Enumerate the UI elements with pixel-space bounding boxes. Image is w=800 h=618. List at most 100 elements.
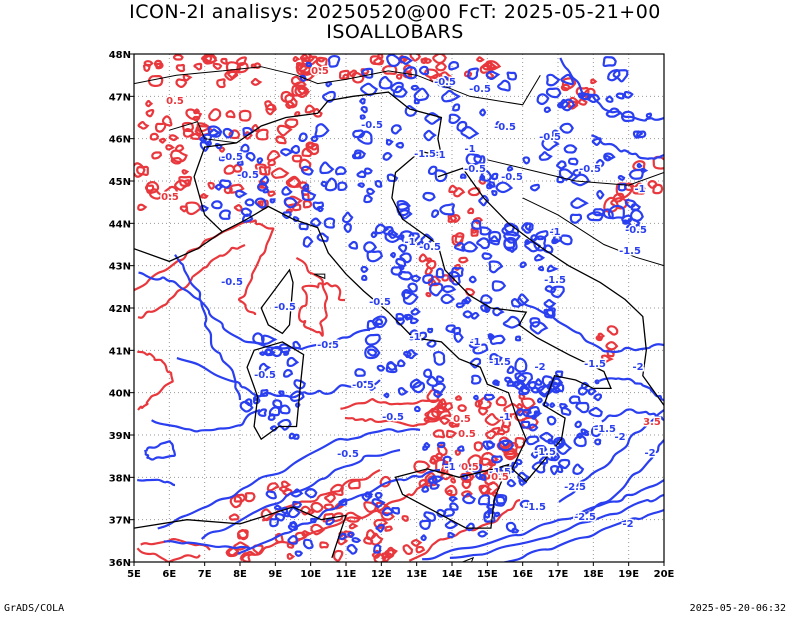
positive-contour (300, 70, 315, 82)
positive-contour (266, 482, 280, 492)
positive-contour (439, 416, 451, 425)
negative-contour (539, 431, 554, 443)
negative-contour (528, 423, 539, 432)
negative-contour (489, 334, 506, 345)
negative-contour (265, 490, 277, 500)
positive-contour (223, 164, 236, 175)
negative-contour (431, 209, 440, 218)
negative-contour (434, 169, 448, 183)
negative-contour (431, 382, 447, 394)
negative-contour (533, 235, 547, 252)
lon-tick-label: 8E (233, 569, 247, 580)
positive-contour (495, 395, 507, 407)
coastline-segment (522, 197, 664, 267)
coastline-segment (314, 273, 326, 280)
negative-contour (534, 253, 546, 262)
contour-label: -1 (549, 227, 560, 238)
negative-contour (501, 224, 520, 237)
negative-contour (302, 538, 314, 550)
negative-contour (501, 439, 510, 447)
negative-contour (550, 453, 558, 460)
negative-contour (536, 397, 543, 404)
negative-contour (554, 438, 564, 446)
coastline-segment (222, 150, 612, 483)
negative-contour (645, 112, 653, 119)
negative-contour (360, 265, 369, 273)
negative-contour (290, 144, 301, 155)
negative-contour (310, 217, 322, 228)
lat-tick-label: 47N (109, 92, 131, 103)
negative-contour (503, 236, 518, 252)
contour-label: 3.5 (643, 417, 661, 428)
negative-contour (385, 138, 394, 146)
contour-label: 0.5 (161, 192, 179, 203)
negative-contour (436, 508, 447, 518)
negative-contour (403, 313, 413, 321)
coastline-segment (461, 556, 475, 562)
contour-label: -2 (644, 448, 655, 459)
lon-tick-label: 9E (268, 569, 282, 580)
negative-contour (530, 234, 539, 242)
negative-contour (419, 519, 431, 531)
coastline (134, 66, 664, 562)
negative-contour (293, 379, 306, 390)
negative-contour (374, 318, 384, 326)
negative-contour (491, 280, 507, 292)
negative-contour (431, 475, 444, 483)
negative-contour (410, 307, 421, 316)
negative-contour (302, 236, 314, 248)
negative-contour (304, 488, 318, 499)
negative-contour (442, 285, 457, 294)
contour-label: -0.5 (237, 170, 259, 181)
negative-contour (436, 441, 446, 449)
negative-contour (488, 230, 502, 243)
negative-contour (569, 213, 582, 224)
negative-contour (205, 140, 212, 147)
negative-contour (211, 200, 223, 210)
positive-contour (270, 167, 290, 179)
negative-contour (559, 402, 569, 410)
negative-contour (636, 162, 643, 169)
negative-contour (501, 508, 664, 562)
negative-contour (441, 89, 461, 103)
contour-label: -1 (444, 462, 455, 473)
contour-label: -0.5 (221, 152, 243, 163)
negative-contour (518, 384, 531, 396)
negative-contour (607, 204, 625, 220)
negative-contour (518, 479, 528, 486)
positive-contour (225, 110, 236, 119)
positive-contour (381, 551, 390, 559)
negative-contour (421, 485, 430, 493)
negative-contour (366, 250, 384, 263)
negative-contour (299, 74, 307, 82)
negative-contour (324, 177, 338, 192)
positive-contour (193, 62, 203, 71)
positive-contour (498, 436, 515, 450)
negative-contour (478, 194, 490, 207)
positive-contour (467, 207, 475, 215)
negative-contour (514, 372, 527, 383)
negative-contour (534, 444, 548, 454)
negative-contour (207, 125, 223, 138)
negative-contour (281, 211, 292, 220)
negative-contour (254, 197, 267, 209)
negative-contour (572, 463, 585, 475)
negative-contour (607, 69, 621, 82)
positive-contour (220, 57, 229, 65)
positive-contour (448, 421, 459, 428)
coastline-segment (222, 66, 541, 106)
positive-contour (242, 131, 253, 140)
negative-contour (559, 234, 573, 246)
negative-contour (352, 129, 366, 139)
positive-contour (395, 73, 403, 80)
contour-label: 0.5 (311, 66, 329, 77)
negative-contour (399, 252, 412, 264)
positive-contour (151, 151, 163, 160)
negative-contour (460, 126, 480, 140)
lon-tick-label: 19E (618, 569, 639, 580)
negative-contour (479, 174, 486, 181)
negative-contour (621, 110, 635, 123)
positive-contour (409, 54, 421, 62)
negative-contour (363, 167, 373, 175)
positive-contour (208, 108, 222, 122)
